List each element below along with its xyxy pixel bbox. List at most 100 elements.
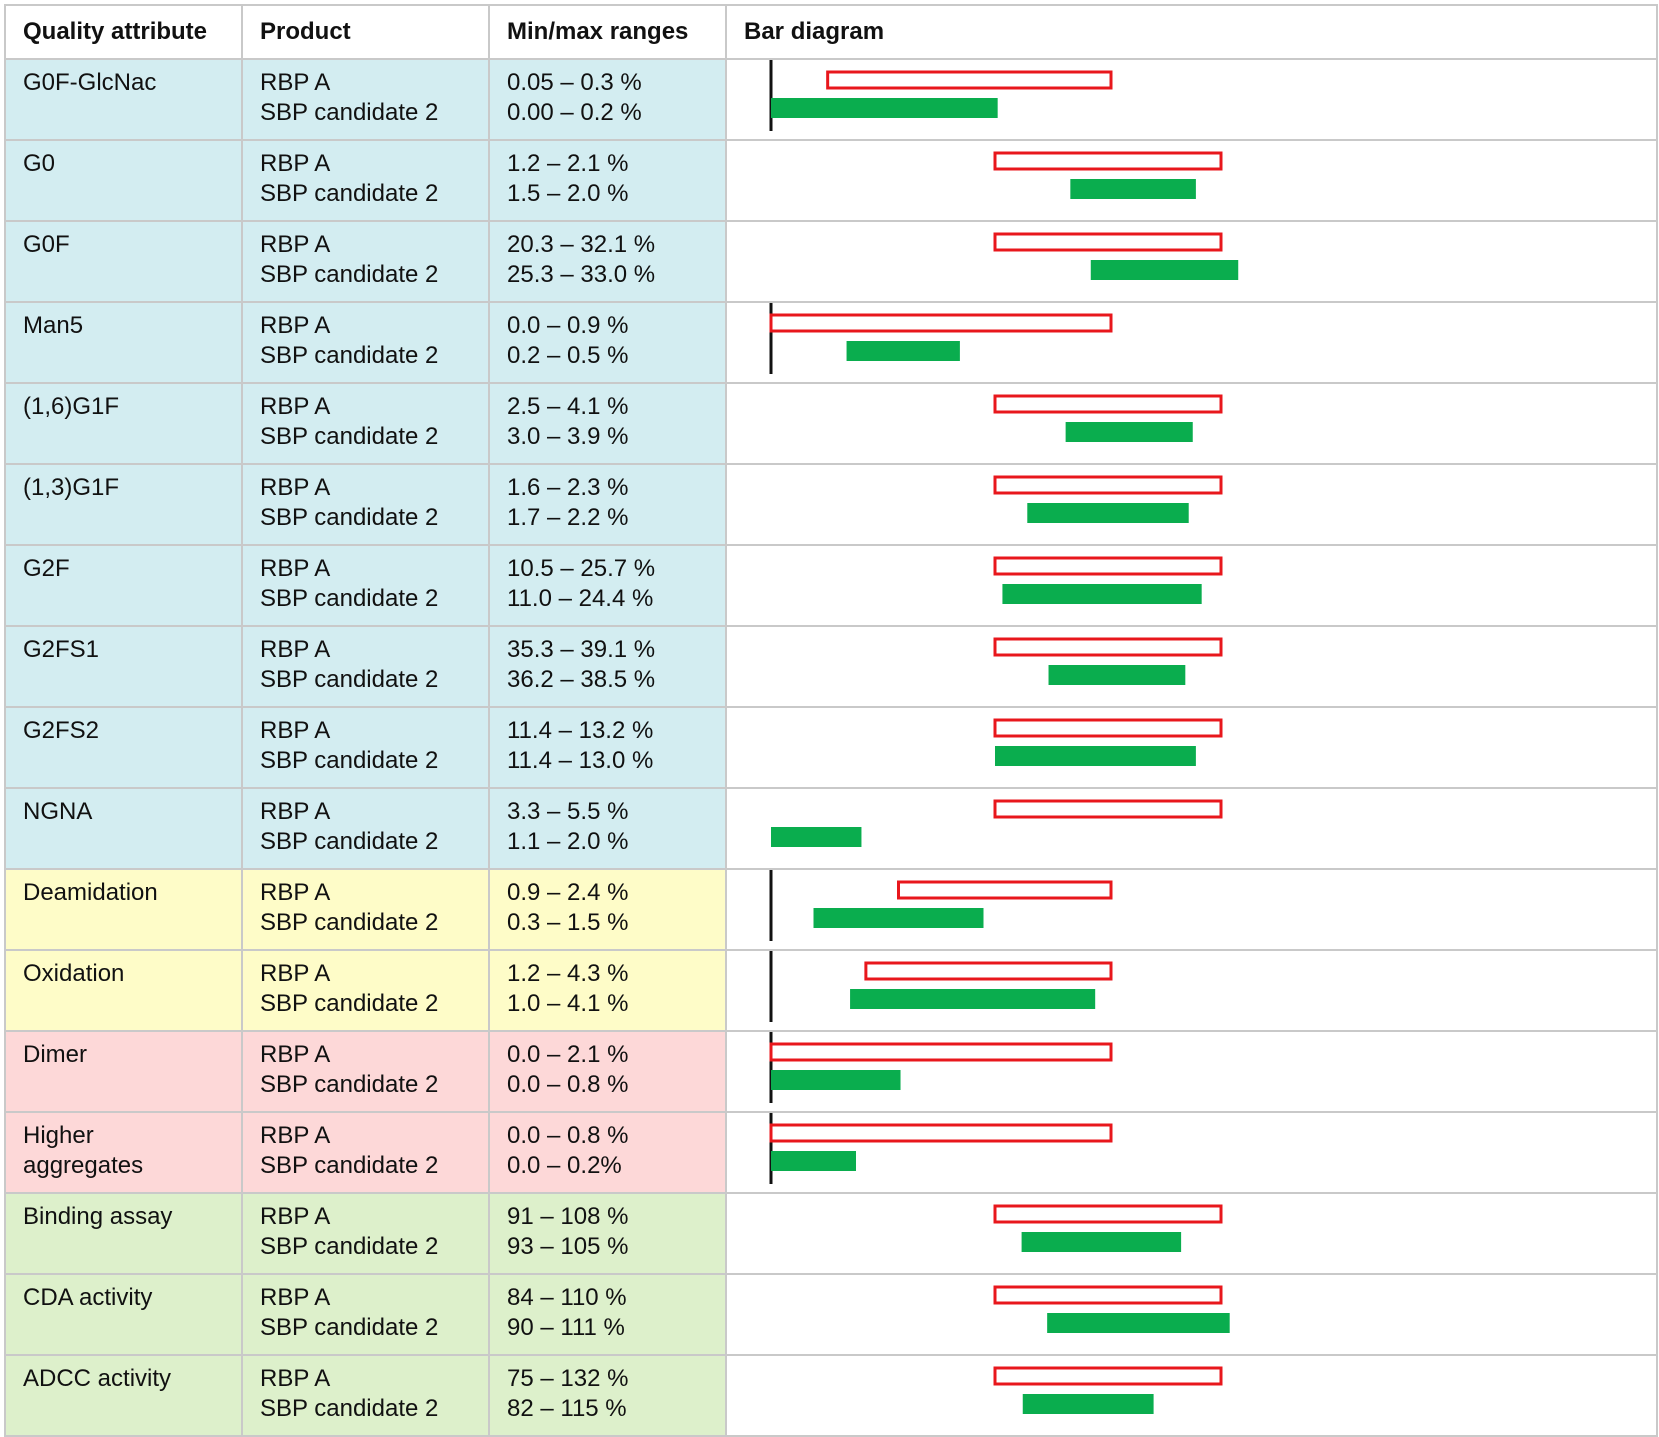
candidate-product-name: SBP candidate 2 bbox=[260, 1071, 439, 1098]
candidate-range-bar bbox=[1065, 422, 1193, 442]
quality-attribute-cell: G2FS1 bbox=[4, 625, 243, 708]
candidate-range-bar bbox=[1048, 665, 1186, 685]
quality-attribute-cell: CDA activity bbox=[4, 1273, 243, 1356]
reference-range-value: 0.9 – 2.4 % bbox=[507, 879, 629, 906]
table-row: Man5 RBP A SBP candidate 2 0.0 – 0.9 % 0.2 –… bbox=[4, 301, 1658, 384]
table-row: Dimer RBP A SBP candidate 2 0.0 – 2.1 % 0.0 … bbox=[4, 1030, 1658, 1113]
candidate-range-value: 93 – 105 % bbox=[507, 1233, 629, 1260]
candidate-product-name: SBP candidate 2 bbox=[260, 909, 439, 936]
bar-diagram-cell bbox=[725, 463, 1658, 546]
quality-attribute-cell: Dimer bbox=[4, 1030, 243, 1113]
range-bar-chart bbox=[771, 799, 1223, 847]
table-row: Higher aggregates RBP A SBP candidate 2 0.0 … bbox=[4, 1111, 1658, 1194]
range-bar-chart bbox=[993, 1204, 1223, 1252]
quality-attribute-cell: Higher aggregates bbox=[4, 1111, 243, 1194]
reference-product-name: RBP A bbox=[260, 717, 331, 744]
reference-product-name: RBP A bbox=[260, 1122, 331, 1149]
range-bar-chart bbox=[993, 151, 1223, 199]
reference-range-bar bbox=[993, 475, 1223, 495]
quality-attribute-cell: G2F bbox=[4, 544, 243, 627]
product-cell: RBP A SBP candidate 2 bbox=[241, 1192, 490, 1275]
quality-attribute-cell: Oxidation bbox=[4, 949, 243, 1032]
range-bar-chart bbox=[769, 952, 1113, 1022]
table-row: G2FS2 RBP A SBP candidate 2 11.4 – 13.2 % 11… bbox=[4, 706, 1658, 789]
table-row: G2FS1 RBP A SBP candidate 2 35.3 – 39.1 % 36… bbox=[4, 625, 1658, 708]
header-bar-diagram: Bar diagram bbox=[725, 4, 1658, 60]
quality-attribute-cell: G0F bbox=[4, 220, 243, 303]
table-row: CDA activity RBP A SBP candidate 2 84 – 110… bbox=[4, 1273, 1658, 1356]
reference-range-value: 75 – 132 % bbox=[507, 1365, 629, 1392]
candidate-range-value: 3.0 – 3.9 % bbox=[507, 423, 629, 450]
product-cell: RBP A SBP candidate 2 bbox=[241, 1030, 490, 1113]
reference-range-bar bbox=[826, 70, 1113, 90]
reference-range-bar bbox=[864, 961, 1113, 981]
range-bar-chart bbox=[993, 394, 1223, 442]
quality-attribute-label: G2FS1 bbox=[23, 636, 100, 663]
quality-attribute-label: Oxidation bbox=[23, 960, 125, 987]
product-cell: RBP A SBP candidate 2 bbox=[241, 139, 490, 222]
bar-diagram-cell bbox=[725, 301, 1658, 384]
reference-product-name: RBP A bbox=[260, 312, 331, 339]
range-bar-chart bbox=[993, 556, 1223, 604]
candidate-product-name: SBP candidate 2 bbox=[260, 180, 439, 207]
candidate-range-bar bbox=[771, 1151, 856, 1171]
reference-range-value: 0.0 – 0.8 % bbox=[507, 1122, 629, 1149]
reference-range-value: 84 – 110 % bbox=[507, 1284, 627, 1311]
reference-range-bar bbox=[993, 1285, 1223, 1305]
min-max-range-cell: 75 – 132 % 82 – 115 % bbox=[488, 1354, 727, 1437]
candidate-range-bar bbox=[1090, 260, 1239, 280]
min-max-range-cell: 84 – 110 % 90 – 111 % bbox=[488, 1273, 727, 1356]
min-max-range-cell: 1.2 – 2.1 % 1.5 – 2.0 % bbox=[488, 139, 727, 222]
reference-product-name: RBP A bbox=[260, 1203, 331, 1230]
quality-attribute-label: (1,6)G1F bbox=[23, 393, 120, 420]
reference-product-name: RBP A bbox=[260, 555, 331, 582]
quality-attribute-label: G2FS2 bbox=[23, 717, 100, 744]
reference-product-name: RBP A bbox=[260, 960, 331, 987]
candidate-range-bar bbox=[846, 341, 960, 361]
reference-range-bar bbox=[993, 718, 1223, 738]
reference-range-value: 20.3 – 32.1 % bbox=[507, 231, 656, 258]
candidate-range-value: 25.3 – 33.0 % bbox=[507, 261, 656, 288]
reference-product-name: RBP A bbox=[260, 231, 331, 258]
candidate-range-bar bbox=[813, 908, 984, 928]
candidate-range-value: 0.2 – 0.5 % bbox=[507, 342, 629, 369]
candidate-product-name: SBP candidate 2 bbox=[260, 504, 439, 531]
candidate-range-value: 11.4 – 13.0 % bbox=[507, 747, 654, 774]
candidate-product-name: SBP candidate 2 bbox=[260, 828, 439, 855]
reference-product-name: RBP A bbox=[260, 798, 331, 825]
product-cell: RBP A SBP candidate 2 bbox=[241, 868, 490, 951]
product-cell: RBP A SBP candidate 2 bbox=[241, 220, 490, 303]
reference-product-name: RBP A bbox=[260, 393, 331, 420]
candidate-range-value: 90 – 111 % bbox=[507, 1314, 625, 1341]
product-cell: RBP A SBP candidate 2 bbox=[241, 1273, 490, 1356]
reference-range-value: 0.0 – 2.1 % bbox=[507, 1041, 629, 1068]
reference-range-bar bbox=[897, 880, 1113, 900]
candidate-range-bar bbox=[1047, 1313, 1230, 1333]
reference-product-name: RBP A bbox=[260, 150, 331, 177]
product-cell: RBP A SBP candidate 2 bbox=[241, 58, 490, 141]
reference-range-bar bbox=[769, 1042, 1113, 1062]
quality-attribute-label-line: Higher bbox=[23, 1122, 94, 1149]
min-max-range-cell: 3.3 – 5.5 % 1.1 – 2.0 % bbox=[488, 787, 727, 870]
product-cell: RBP A SBP candidate 2 bbox=[241, 949, 490, 1032]
reference-range-bar bbox=[993, 1366, 1223, 1386]
reference-range-value: 1.2 – 2.1 % bbox=[507, 150, 629, 177]
product-cell: RBP A SBP candidate 2 bbox=[241, 625, 490, 708]
candidate-range-bar bbox=[850, 989, 1096, 1009]
candidate-range-bar bbox=[771, 827, 862, 847]
table-row: G0F RBP A SBP candidate 2 20.3 – 32.1 % 25.3… bbox=[4, 220, 1658, 303]
candidate-range-bar bbox=[771, 1070, 901, 1090]
quality-attribute-cell: NGNA bbox=[4, 787, 243, 870]
candidate-range-bar bbox=[771, 98, 998, 118]
quality-attribute-cell: (1,3)G1F bbox=[4, 463, 243, 546]
range-bar-chart bbox=[993, 1285, 1230, 1333]
reference-product-name: RBP A bbox=[260, 879, 331, 906]
product-cell: RBP A SBP candidate 2 bbox=[241, 544, 490, 627]
table-row: (1,3)G1F RBP A SBP candidate 2 1.6 – 2.3 % 1… bbox=[4, 463, 1658, 546]
candidate-range-value: 0.0 – 0.8 % bbox=[507, 1071, 629, 1098]
bar-diagram-cell bbox=[725, 1192, 1658, 1275]
reference-range-value: 3.3 – 5.5 % bbox=[507, 798, 629, 825]
product-cell: RBP A SBP candidate 2 bbox=[241, 301, 490, 384]
reference-product-name: RBP A bbox=[260, 474, 331, 501]
quality-attribute-label-line: aggregates bbox=[23, 1152, 144, 1179]
